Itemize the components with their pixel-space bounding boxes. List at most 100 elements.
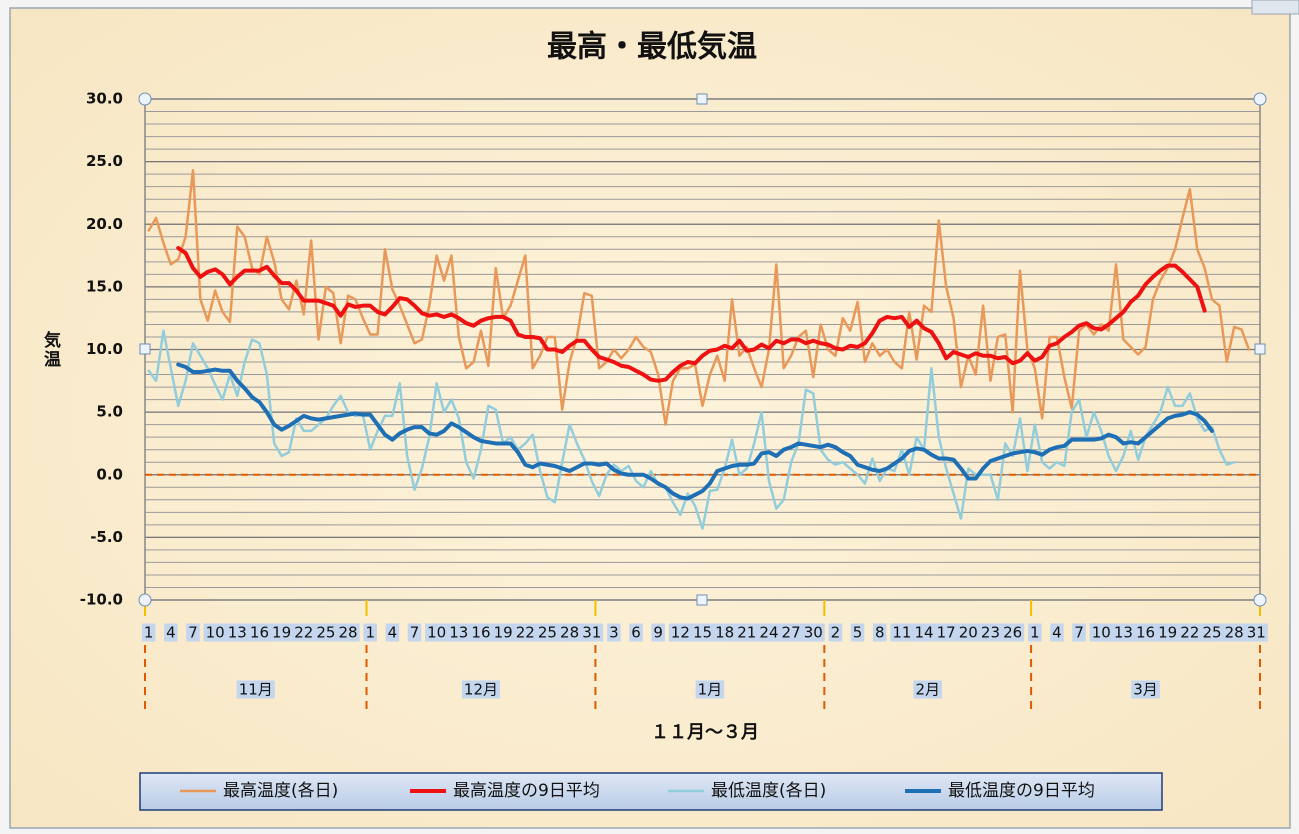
x-tick-label-bg: [690, 623, 715, 642]
x-tick-label-bg: [1222, 623, 1246, 642]
x-group-label-bg: [461, 680, 501, 699]
x-tick-label: 1: [1030, 624, 1040, 642]
x-tick-label: 18: [715, 624, 734, 642]
x-tick-label-bg: [978, 623, 1003, 642]
x-tick-label: 28: [1225, 624, 1244, 642]
window-tab: [1251, 0, 1299, 15]
handle: [138, 593, 152, 607]
x-tick-label-bg: [164, 623, 178, 642]
x-group-label: 2月: [915, 681, 940, 699]
x-tick-label-bg: [1244, 623, 1268, 642]
x-tick-label: 12: [671, 624, 690, 642]
x-tick-label: 22: [294, 624, 313, 642]
x-tick-label: 22: [516, 624, 535, 642]
y-tick-label: 5.0: [96, 403, 123, 421]
x-tick-label-bg: [757, 623, 781, 642]
x-tick-label-bg: [850, 623, 865, 642]
series-line: [147, 169, 1251, 426]
x-tick-label-bg: [1200, 623, 1224, 642]
x-axis-title: １１月～３月: [651, 722, 759, 743]
x-tick-label-bg: [1111, 623, 1135, 642]
x-tick-label: 23: [981, 624, 1000, 642]
x-tick-label: 1: [144, 624, 154, 642]
x-tick-label-bg: [872, 623, 887, 642]
x-tick-label-bg: [890, 623, 914, 642]
chart-area: [9, 7, 1291, 829]
x-tick-label: 7: [410, 624, 420, 642]
handle: [696, 93, 708, 105]
legend-label: 最低温度の9日平均: [948, 781, 1095, 801]
x-tick-label: 28: [560, 624, 579, 642]
x-group-label-bg: [695, 680, 725, 699]
x-tick-label: 25: [316, 624, 335, 642]
x-tick-label-bg: [580, 623, 604, 642]
x-tick-label: 19: [272, 624, 291, 642]
x-tick-label-bg: [535, 623, 559, 642]
chart-title: 最高・最低気温: [547, 30, 757, 65]
handle: [1253, 593, 1267, 607]
x-tick-label-bg: [1133, 623, 1158, 642]
x-tick-label: 20: [959, 624, 978, 642]
x-tick-label-bg: [469, 623, 493, 642]
x-group-label-bg: [913, 680, 942, 699]
x-group-label: 3月: [1133, 681, 1158, 699]
x-tick-label: 11: [892, 624, 911, 642]
x-tick-label: 3: [609, 624, 619, 642]
handle: [1254, 343, 1266, 355]
y-tick-label: 30.0: [86, 90, 123, 108]
x-tick-label-bg: [292, 623, 316, 642]
x-tick-label-bg: [447, 623, 471, 642]
x-tick-label-bg: [779, 623, 803, 642]
x-tick-label-bg: [363, 623, 377, 642]
x-group-label: 11月: [239, 681, 273, 699]
x-tick-label: 28: [339, 624, 358, 642]
x-tick-label: 31: [1247, 624, 1266, 642]
x-tick-label-bg: [225, 623, 249, 642]
x-tick-label: 22: [1180, 624, 1199, 642]
x-tick-label-bg: [336, 623, 360, 642]
x-tick-label: 13: [228, 624, 247, 642]
x-tick-label: 21: [737, 624, 756, 642]
x-tick-label-bg: [912, 623, 936, 642]
x-tick-label: 30: [804, 624, 823, 642]
x-tick-label: 14: [914, 624, 933, 642]
handle: [139, 343, 151, 355]
x-tick-label: 7: [188, 624, 198, 642]
x-tick-label: 19: [494, 624, 513, 642]
x-tick-label: 19: [1158, 624, 1177, 642]
x-tick-label-bg: [1028, 623, 1042, 642]
x-tick-label-bg: [607, 623, 621, 642]
x-group-label-bg: [1131, 680, 1160, 699]
x-group-label: 1月: [698, 681, 723, 699]
x-tick-label-bg: [1156, 623, 1180, 642]
x-tick-label-bg: [203, 623, 227, 642]
x-tick-label-bg: [141, 623, 156, 642]
x-tick-label: 1: [365, 624, 375, 642]
x-tick-label-bg: [956, 623, 980, 642]
x-tick-label: 5: [853, 624, 863, 642]
x-tick-label-bg: [1050, 623, 1064, 642]
x-tick-label: 10: [1092, 624, 1111, 642]
x-tick-label: 4: [166, 624, 176, 642]
x-tick-label: 13: [449, 624, 468, 642]
x-tick-label: 31: [582, 624, 601, 642]
x-tick-label: 27: [782, 624, 801, 642]
y-tick-label: 20.0: [86, 215, 123, 233]
handle: [138, 92, 152, 106]
x-tick-label: 10: [427, 624, 446, 642]
x-tick-label: 25: [1202, 624, 1221, 642]
x-tick-label-bg: [828, 623, 843, 642]
x-tick-label-bg: [186, 623, 200, 642]
x-tick-label-bg: [407, 623, 422, 642]
legend-box: [139, 772, 1163, 811]
x-tick-label: 26: [1003, 624, 1022, 642]
x-tick-label: 8: [875, 624, 885, 642]
series-line: [176, 246, 1207, 383]
x-tick-label: 17: [937, 624, 956, 642]
x-tick-label-bg: [713, 623, 737, 642]
x-tick-label: 16: [1136, 624, 1155, 642]
x-tick-label-bg: [513, 623, 537, 642]
y-tick-label: 15.0: [86, 277, 123, 295]
x-tick-label: 15: [693, 624, 712, 642]
